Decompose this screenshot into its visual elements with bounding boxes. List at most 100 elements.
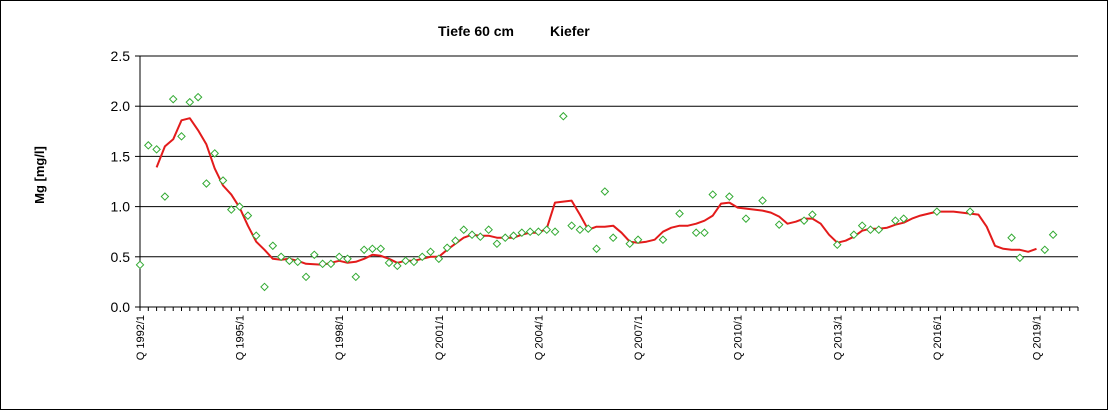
y-tick-labels: 0.0 0.5 1.0 1.5 2.0 2.5 — [111, 48, 131, 315]
data-point-marker — [293, 257, 303, 267]
data-point-marker — [318, 259, 327, 269]
data-point-marker — [168, 94, 178, 104]
data-point-marker — [260, 282, 269, 292]
x-tick-label: Q 2004/1 — [533, 315, 545, 360]
data-point-marker — [409, 257, 419, 267]
data-point-marker — [567, 221, 576, 230]
data-point-marker — [276, 252, 286, 262]
y-tick-label: 1.0 — [111, 199, 131, 215]
data-point-marker — [301, 272, 311, 282]
data-point-marker — [467, 230, 477, 240]
data-point-marker — [799, 216, 809, 225]
data-point-marker — [310, 250, 319, 260]
data-point-marker — [343, 254, 352, 264]
data-point-marker — [658, 235, 668, 245]
data-point-marker — [600, 187, 610, 196]
data-point-marker — [243, 211, 253, 220]
data-point-marker — [583, 224, 593, 233]
y-axis-label: Mg [mg/l] — [32, 146, 47, 204]
data-point-marker — [210, 149, 220, 158]
data-point-marker — [559, 111, 568, 121]
data-point-marker — [218, 176, 228, 185]
data-point-marker — [152, 145, 161, 154]
x-tick-label: Q 2013/1 — [832, 315, 844, 360]
plot-area — [140, 56, 1078, 307]
data-point-marker — [476, 232, 485, 242]
data-point-marker — [857, 221, 867, 230]
data-point-marker — [235, 202, 244, 211]
data-point-marker — [376, 244, 386, 254]
data-point-marker — [451, 236, 460, 246]
data-point-marker — [891, 216, 900, 225]
data-point-marker — [434, 254, 444, 264]
data-point-marker — [758, 196, 767, 205]
y-tick-label: 2.5 — [111, 48, 131, 64]
data-point-marker — [725, 192, 734, 201]
x-tick-label: Q 2001/1 — [434, 315, 446, 360]
data-point-marker — [326, 259, 336, 269]
y-tick-label: 0.5 — [111, 249, 131, 265]
data-point-marker — [708, 190, 718, 199]
chart-subtitle: Kiefer — [550, 23, 590, 39]
series-markers-layer — [135, 92, 1058, 292]
data-point-marker — [401, 256, 410, 266]
data-point-marker — [849, 230, 859, 240]
gridlines — [140, 55, 1078, 258]
x-tick-label: Q 1995/1 — [235, 315, 247, 360]
y-tick-label: 1.5 — [111, 148, 131, 164]
data-point-marker — [202, 179, 211, 188]
data-point-marker — [160, 192, 170, 201]
data-point-marker — [633, 235, 643, 245]
data-point-marker — [384, 258, 394, 268]
data-point-marker — [285, 256, 294, 266]
data-point-marker — [691, 228, 701, 238]
data-point-marker — [1040, 245, 1050, 255]
x-tick-label: Q 2016/1 — [932, 315, 944, 360]
data-point-marker — [251, 231, 261, 241]
y-tick-label: 2.0 — [111, 98, 131, 114]
data-point-marker — [608, 233, 618, 243]
data-point-marker — [866, 225, 875, 234]
data-point-marker — [550, 227, 560, 237]
x-tick-labels: Q 1992/1 Q 1995/1 Q 1998/1 Q 2001/1 Q 2004/1… — [135, 315, 1043, 360]
chart-title: Tiefe 60 cm — [438, 23, 514, 39]
data-point-marker — [185, 97, 195, 107]
data-point-marker — [227, 205, 236, 214]
data-point-marker — [351, 272, 361, 282]
data-point-marker — [268, 241, 278, 251]
x-tick-label: Q 2010/1 — [733, 315, 745, 360]
data-point-marker — [368, 244, 377, 254]
data-point-marker — [193, 92, 203, 102]
data-point-marker — [426, 247, 435, 257]
data-point-marker — [832, 240, 842, 250]
data-point-marker — [525, 227, 535, 237]
data-point-marker — [675, 209, 684, 218]
data-point-marker — [334, 252, 344, 262]
data-point-marker — [774, 220, 784, 229]
data-point-marker — [592, 244, 601, 254]
data-point-marker — [1015, 253, 1025, 263]
data-point-marker — [517, 228, 527, 238]
data-point-marker — [143, 141, 153, 150]
data-point-marker — [459, 225, 469, 234]
data-point-marker — [932, 207, 942, 216]
data-point-marker — [1007, 233, 1016, 243]
x-tick-label: Q 2007/1 — [633, 315, 645, 360]
data-point-marker — [808, 210, 817, 219]
data-point-marker — [492, 239, 502, 249]
data-point-marker — [874, 225, 884, 234]
x-tick-label: Q 1992/1 — [135, 315, 147, 360]
data-point-marker — [899, 214, 908, 223]
data-point-marker — [135, 260, 145, 270]
data-point-marker — [393, 261, 402, 271]
y-tick-label: 0.0 — [111, 299, 131, 315]
data-point-marker — [442, 243, 452, 253]
data-point-marker — [1048, 230, 1058, 240]
data-point-marker — [484, 225, 493, 234]
x-tick-label: Q 2019/1 — [1031, 315, 1043, 360]
data-point-marker — [417, 252, 427, 262]
data-point-marker — [625, 239, 635, 249]
data-point-marker — [534, 227, 543, 237]
data-point-marker — [700, 228, 709, 238]
